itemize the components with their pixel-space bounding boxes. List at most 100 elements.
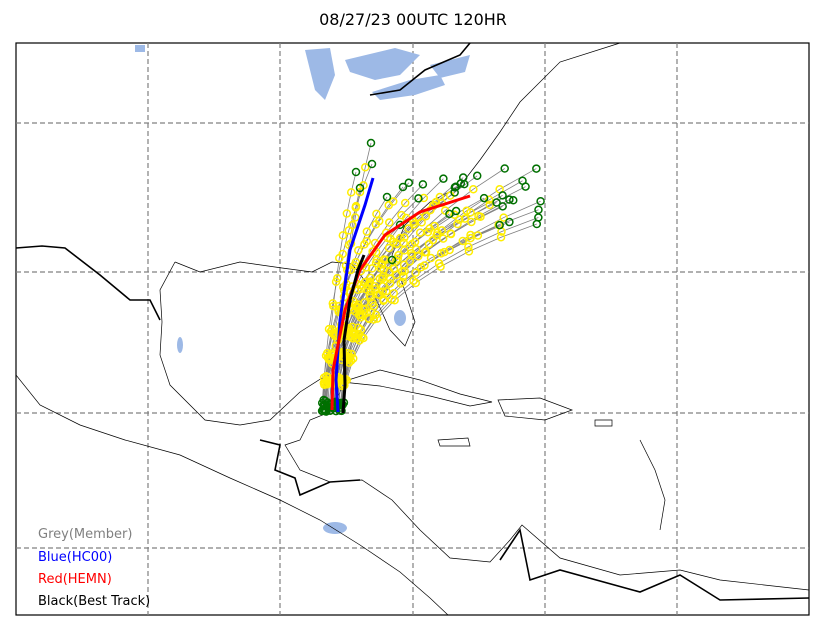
track-point [323,353,333,362]
track-point [386,274,395,284]
track-point [464,242,473,252]
track-end [492,198,501,207]
track-point [350,261,359,270]
track-point [409,276,418,286]
track-point [371,258,381,268]
track-point [368,247,377,256]
track-end [387,255,397,265]
track-point [446,229,456,239]
track-point [348,354,358,363]
track-point [455,215,464,224]
track-end [439,174,448,183]
legend-entry: Black(Best Track) [38,594,150,609]
track-end [319,395,328,405]
track-point [411,268,420,278]
track-point [400,233,409,242]
track-point [320,378,330,388]
island-arc [639,439,666,531]
border [15,245,161,321]
track-point [466,233,475,243]
track-point [466,208,475,217]
track-point [412,244,421,254]
track-point [464,247,474,256]
track-end [414,194,423,203]
track-end [456,179,466,188]
track-point [476,212,485,221]
track-end [498,191,507,200]
track-point [371,310,380,319]
track-point [396,279,406,288]
track-end [498,202,507,211]
track-point [348,220,357,230]
track-end [534,205,543,215]
track-point [404,224,413,233]
track-point [419,193,429,203]
track-point [338,231,348,240]
track-point [416,263,426,272]
mean-track [330,194,471,411]
track-point [354,246,363,255]
track-point [462,206,471,215]
track-end [472,171,482,181]
track-end [509,196,518,205]
track-end [351,167,361,177]
track-end [500,164,509,173]
track-point [421,211,431,221]
member-track [341,200,541,411]
coastlines [15,42,810,616]
island [341,369,493,407]
track-point [440,247,449,257]
track-end [404,178,414,188]
track-point [389,288,399,298]
track-point [364,314,374,324]
map-title: 08/27/23 00UTC 120HR [319,10,507,29]
track-point [328,329,337,338]
track-end [395,220,405,230]
lake [135,45,145,52]
track-end [450,183,460,192]
hc00-track [334,177,375,413]
track-point [368,298,377,308]
track-point [335,253,344,263]
track-point [398,277,407,287]
track-point [360,240,369,249]
track-point [372,209,381,219]
track-point [375,274,385,283]
track-point [499,213,508,222]
track-point [467,217,476,227]
track-point [426,253,436,263]
track-point [359,305,368,314]
island [497,397,574,421]
legend-entry: Red(HEMN) [38,572,112,587]
track-point [355,187,365,197]
track-end [367,159,377,169]
track-point [371,220,381,229]
track-point [399,271,408,281]
track-end [532,219,542,229]
track-point [435,192,445,202]
track-point [394,250,403,260]
track-point [400,198,410,208]
border [499,527,810,601]
coastline [174,42,621,347]
lake [323,522,347,534]
track-end [479,193,489,203]
track-point [433,228,442,238]
track-point [365,278,374,288]
best-track [341,254,366,414]
track-point [384,243,394,253]
track-end [445,209,454,219]
track-end [418,180,428,189]
track-point [385,279,395,288]
coastline [15,320,449,616]
track-point [362,227,372,236]
track-point [366,273,375,283]
lake [430,55,470,78]
track-point [357,284,366,294]
track-end [355,183,365,193]
track-point [420,248,430,257]
track-point [384,201,393,210]
track-end [521,182,530,191]
track-point [378,282,388,291]
track-point [367,264,377,273]
